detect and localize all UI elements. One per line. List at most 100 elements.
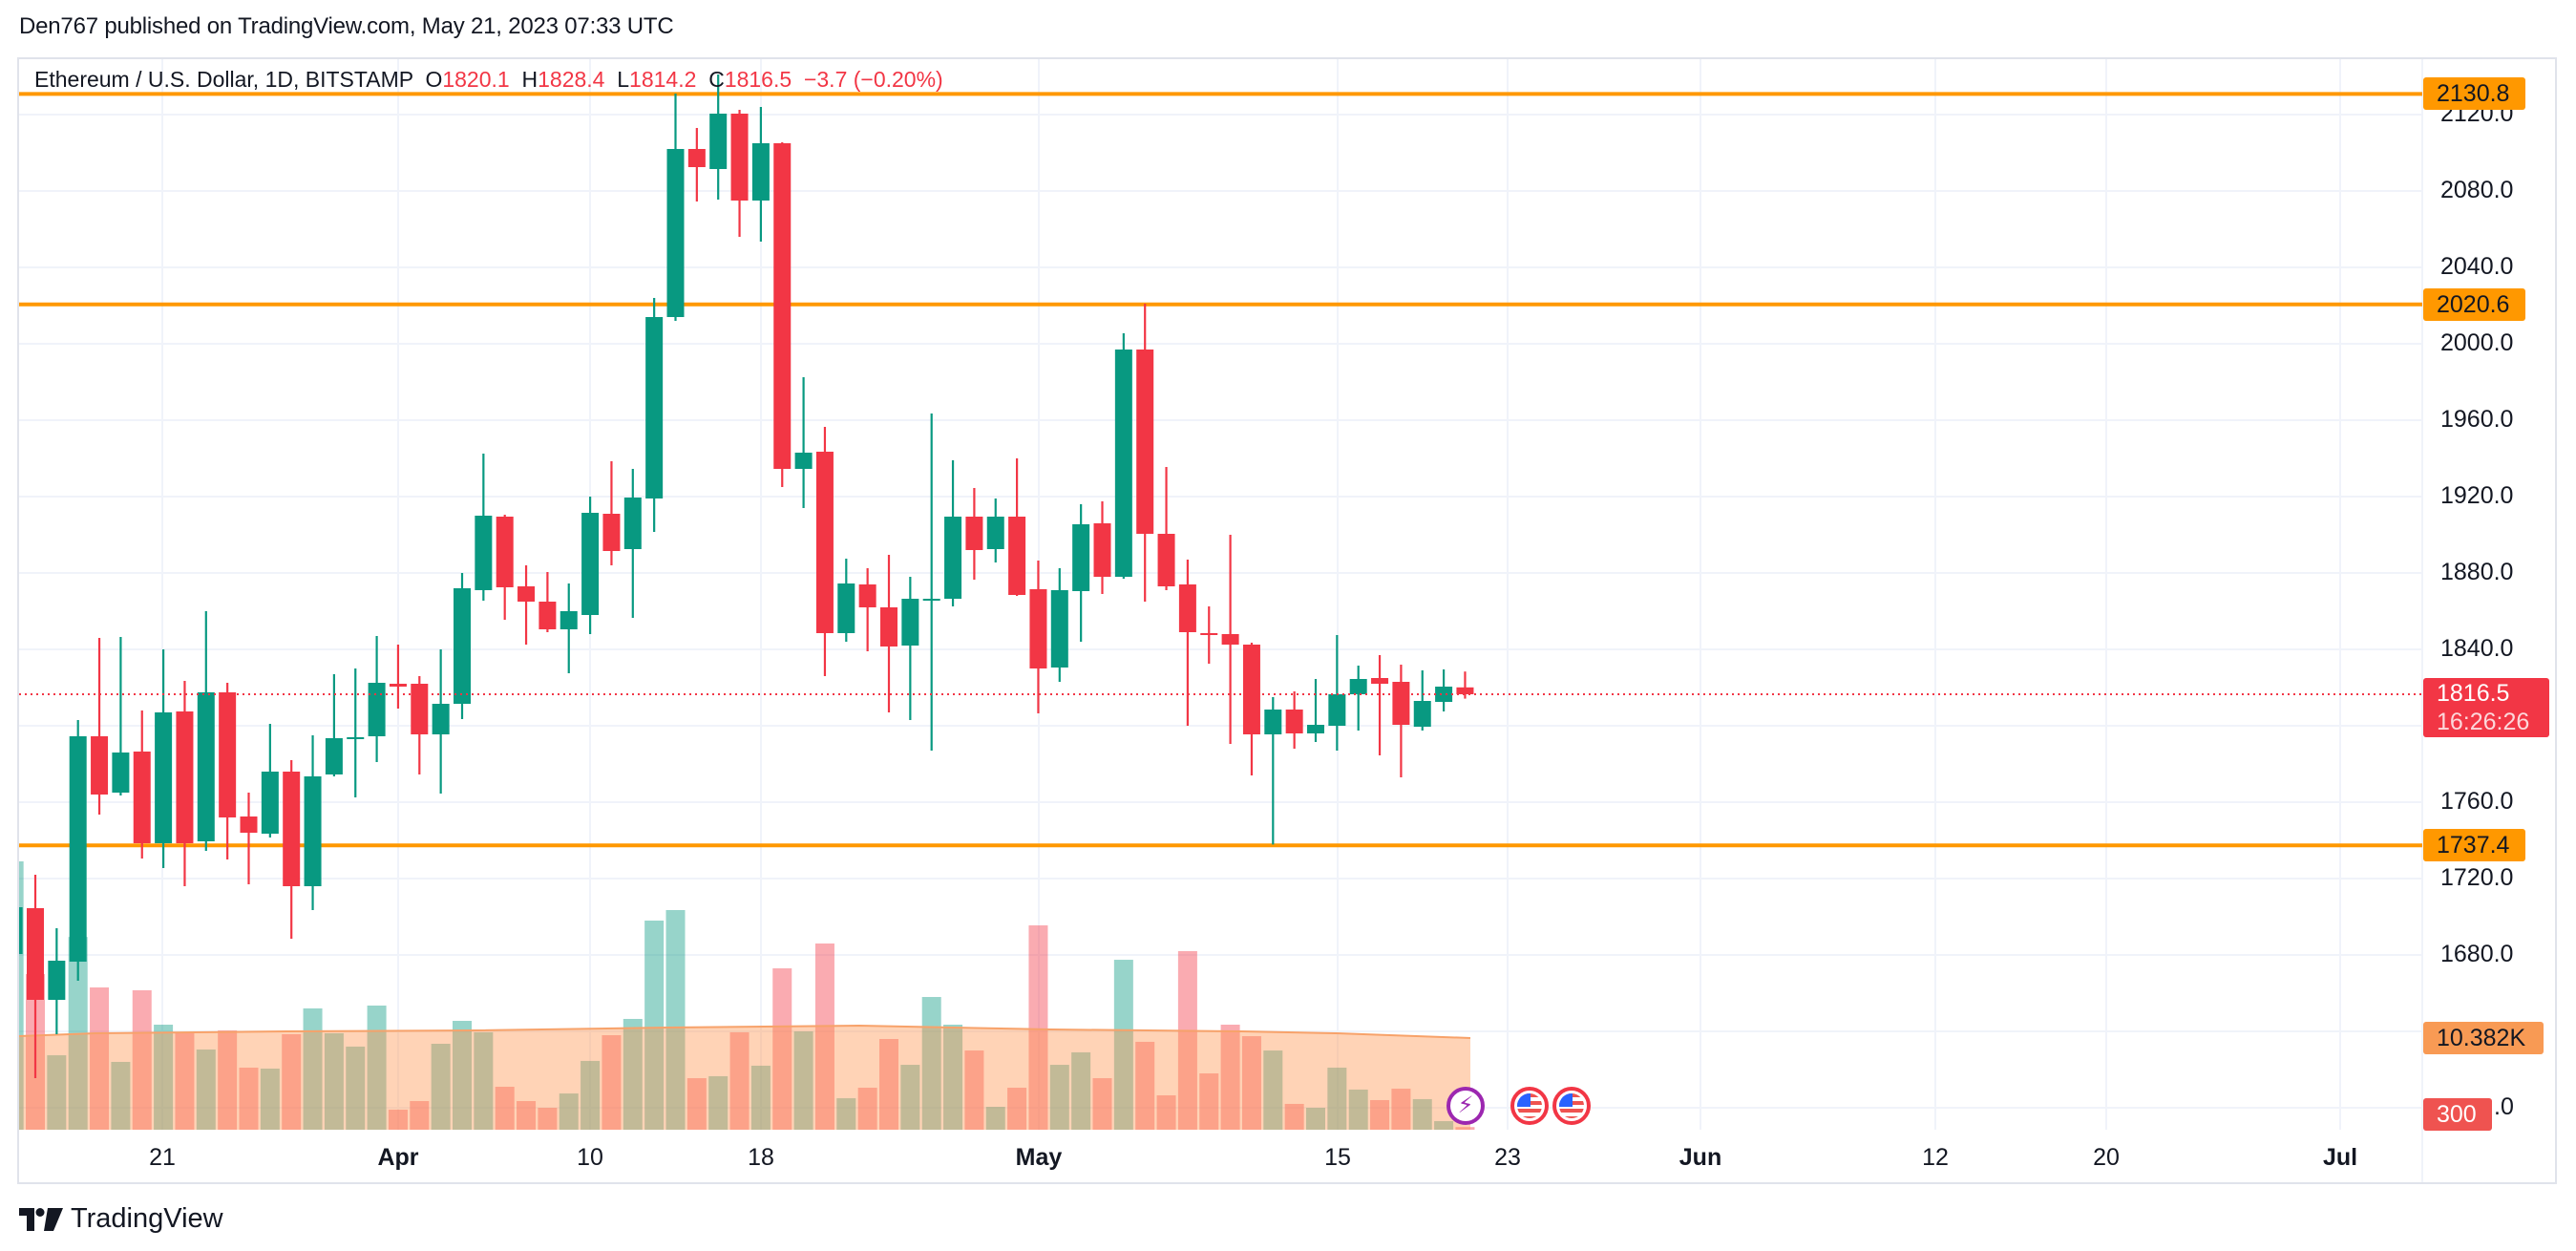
volume-bar — [474, 1031, 494, 1130]
candle-down — [1008, 517, 1026, 595]
volume-bar — [1370, 1099, 1390, 1130]
volume-bar — [1306, 1108, 1325, 1130]
candle-down — [687, 149, 706, 167]
candle-down — [1178, 584, 1196, 632]
volume-bar — [517, 1101, 537, 1130]
symbol-name: Ethereum / U.S. Dollar, 1D, BITSTAMP — [34, 67, 413, 92]
volume-bar — [793, 1031, 813, 1130]
volume-bar — [538, 1108, 558, 1130]
candle-down — [27, 908, 44, 1000]
candle-up — [645, 317, 664, 498]
level-badge-2130: 2130.8 — [2423, 77, 2525, 110]
volume-bar — [772, 968, 792, 1130]
volume-bar — [1156, 1094, 1176, 1130]
volume-current-badge: 300 — [2423, 1098, 2492, 1131]
candle-up — [1114, 350, 1132, 577]
price-axis-label: 1720.0 — [2440, 864, 2514, 891]
candle-up — [986, 517, 1004, 549]
candle-down — [517, 586, 536, 602]
volume-bar — [581, 1060, 601, 1130]
price-axis-label: .0 — [2494, 1093, 2514, 1120]
candle-up — [901, 599, 919, 646]
volume-bar — [750, 1065, 771, 1130]
candle-up — [1435, 687, 1453, 702]
lightning-icon[interactable]: ⚡︎ — [1446, 1087, 1485, 1125]
us-flag-icon[interactable] — [1510, 1087, 1549, 1125]
candle-down — [602, 514, 621, 551]
volume-bar — [132, 989, 152, 1130]
candles — [19, 74, 1474, 1078]
volume-bar — [1348, 1089, 1368, 1130]
candle-up — [1264, 710, 1282, 734]
candle-down — [815, 452, 834, 633]
candle-up — [347, 737, 365, 739]
candle-down — [389, 684, 407, 687]
candle-up — [1307, 725, 1324, 733]
price-axis-label: 1840.0 — [2440, 635, 2514, 662]
volume-bar — [282, 1034, 302, 1130]
volume-bar — [985, 1107, 1005, 1130]
volume-ma-badge: 10.382K — [2423, 1022, 2544, 1054]
symbol-legend: Ethereum / U.S. Dollar, 1D, BITSTAMP O18… — [34, 67, 943, 93]
volume-bar — [453, 1021, 472, 1130]
price-axis-label: 1920.0 — [2440, 482, 2514, 509]
horizontal-levels[interactable] — [19, 92, 2422, 848]
candle-up — [48, 961, 66, 1000]
volume-ma-area — [19, 1026, 1470, 1130]
candle-down — [240, 816, 258, 833]
candle-down — [538, 602, 557, 629]
candle-up — [837, 583, 855, 633]
price-axis-label: 1760.0 — [2440, 788, 2514, 815]
us-flag-icon[interactable] — [1552, 1087, 1591, 1125]
volume-bar — [1263, 1050, 1283, 1130]
candle-up — [794, 453, 813, 469]
candle-up — [944, 517, 962, 599]
candle-up — [304, 776, 322, 886]
candle-down — [133, 752, 151, 843]
volume-bar — [111, 1061, 131, 1130]
candle-up — [709, 114, 728, 169]
open-value: 1820.1 — [442, 67, 510, 92]
volume-bar — [1199, 1073, 1219, 1130]
candle-up — [19, 907, 23, 954]
candle-up — [1349, 679, 1367, 694]
candle-up — [1050, 590, 1068, 668]
candle-down — [858, 584, 876, 607]
candle-down — [176, 711, 194, 843]
low-value: 1814.2 — [629, 67, 697, 92]
price-axis-label: 2080.0 — [2440, 177, 2514, 203]
volume-bar — [1071, 1051, 1091, 1130]
volume-bar — [559, 1093, 579, 1130]
volume-bar — [239, 1068, 259, 1130]
candle-up — [581, 513, 600, 615]
volume-bar — [47, 1055, 67, 1130]
low-label: L — [617, 67, 630, 92]
volume-bar — [410, 1101, 430, 1130]
volume-bar — [1177, 950, 1197, 1130]
candle-down — [496, 517, 514, 587]
candle-down — [1285, 710, 1303, 733]
volume-bar — [1284, 1103, 1304, 1130]
candle-up — [1413, 701, 1431, 727]
volume-bar — [303, 1007, 323, 1130]
time-axis-label: Jun — [1679, 1144, 1722, 1171]
candle-down — [880, 607, 897, 647]
volume-bar — [1434, 1121, 1454, 1130]
tradingview-logo[interactable]: TradingView — [19, 1203, 223, 1235]
volume-bar — [154, 1025, 174, 1130]
close-label: C — [708, 67, 725, 92]
candle-down — [1029, 589, 1047, 668]
volume-bar — [1391, 1089, 1411, 1130]
candle-up — [454, 588, 471, 704]
volume-bar — [900, 1065, 920, 1130]
volume-bar — [964, 1050, 984, 1130]
time-axis-label: 15 — [1324, 1144, 1351, 1171]
candle-down — [1136, 350, 1154, 534]
candle-up — [368, 683, 386, 736]
tradingview-logo-icon — [19, 1207, 63, 1231]
close-value: 1816.5 — [724, 67, 792, 92]
last-price-badge: 1816.5 16:26:26 — [2423, 678, 2549, 737]
candle-up — [197, 692, 215, 841]
time-axis-label: 18 — [748, 1144, 774, 1171]
